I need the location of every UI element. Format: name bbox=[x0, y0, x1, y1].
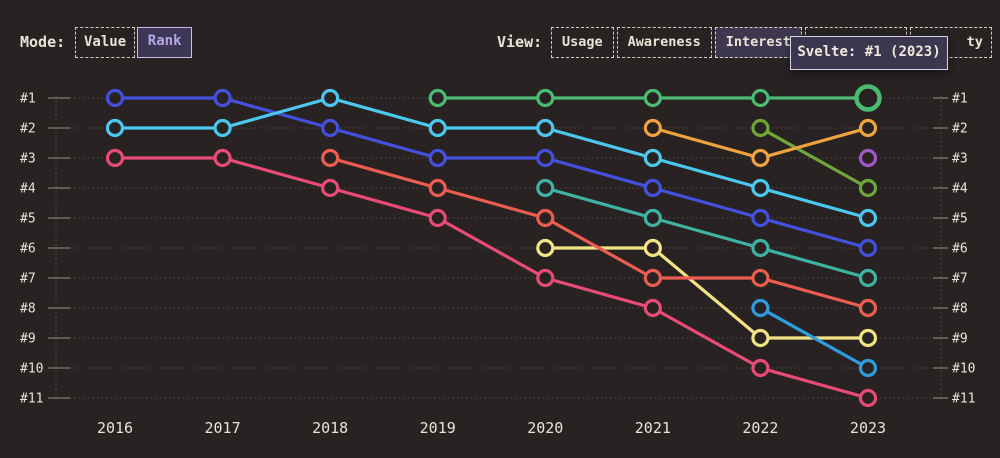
right-rank-label-9: #9 bbox=[952, 332, 968, 347]
right-rank-label-1: #1 bbox=[952, 92, 968, 107]
mode-rank-button[interactable]: Rank bbox=[137, 27, 193, 58]
year-label-2018: 2018 bbox=[312, 419, 348, 437]
year-label-2021: 2021 bbox=[635, 419, 671, 437]
data-point-yellow-series-2020[interactable] bbox=[536, 238, 555, 258]
data-point-rose-series-2019[interactable] bbox=[428, 208, 447, 228]
mode-label: Mode: bbox=[20, 33, 66, 51]
right-rank-label-3: #3 bbox=[952, 152, 968, 167]
right-rank-label-6: #6 bbox=[952, 242, 968, 257]
left-rank-label-1: #1 bbox=[20, 92, 36, 107]
data-point-blue-series-2023[interactable] bbox=[858, 238, 878, 258]
data-point-cyan-series-2017[interactable] bbox=[213, 118, 232, 138]
data-point-cyan-series-2018[interactable] bbox=[321, 88, 340, 108]
data-point-svelte-2020[interactable] bbox=[536, 88, 555, 108]
left-rank-label-3: #3 bbox=[20, 152, 36, 167]
data-point-svelte-2021[interactable] bbox=[643, 88, 662, 108]
series-line-olive-series bbox=[758, 126, 870, 190]
data-point-olive-series-2022[interactable] bbox=[751, 118, 770, 138]
year-label-2022: 2022 bbox=[742, 419, 778, 437]
data-point-salmon-series-2023[interactable] bbox=[858, 298, 878, 318]
data-point-sky-series-2022[interactable] bbox=[751, 298, 770, 318]
left-rank-label-5: #5 bbox=[20, 212, 36, 227]
left-rank-label-11: #11 bbox=[20, 392, 43, 407]
right-rank-label-2: #2 bbox=[952, 122, 968, 137]
data-point-rose-series-2023[interactable] bbox=[858, 388, 878, 408]
tab-awareness[interactable]: Awareness bbox=[616, 27, 712, 58]
data-point-teal-series-2023[interactable] bbox=[858, 268, 878, 288]
data-point-salmon-series-2018[interactable] bbox=[321, 148, 340, 168]
data-point-blue-series-2019[interactable] bbox=[428, 148, 447, 168]
left-rank-label-9: #9 bbox=[20, 332, 36, 347]
right-rank-label-11: #11 bbox=[952, 392, 975, 407]
data-point-blue-series-2022[interactable] bbox=[751, 208, 770, 228]
data-point-orange-series-2021[interactable] bbox=[643, 118, 662, 138]
right-rank-label-4: #4 bbox=[952, 182, 968, 197]
data-point-orange-series-2022[interactable] bbox=[751, 148, 770, 168]
series-line-cyan-series bbox=[113, 96, 870, 220]
data-point-rose-series-2016[interactable] bbox=[105, 148, 125, 168]
left-rank-label-6: #6 bbox=[20, 242, 36, 257]
data-point-salmon-series-2019[interactable] bbox=[428, 178, 447, 198]
data-point-cyan-series-2016[interactable] bbox=[105, 118, 125, 138]
view-label: View: bbox=[497, 33, 543, 51]
data-point-salmon-series-2022[interactable] bbox=[751, 268, 770, 288]
mode-toggle: Value Rank bbox=[75, 27, 193, 58]
left-rank-label-10: #10 bbox=[20, 362, 43, 377]
year-label-2019: 2019 bbox=[420, 419, 456, 437]
data-point-orange-series-2023[interactable] bbox=[858, 118, 878, 138]
right-rank-label-5: #5 bbox=[952, 212, 968, 227]
data-point-teal-series-2022[interactable] bbox=[751, 238, 770, 258]
data-point-cyan-series-2020[interactable] bbox=[536, 118, 555, 138]
left-rank-label-7: #7 bbox=[20, 272, 36, 287]
right-rank-label-7: #7 bbox=[952, 272, 968, 287]
data-point-cyan-series-2022[interactable] bbox=[751, 178, 770, 198]
data-point-purple-series-2023[interactable] bbox=[858, 148, 878, 168]
data-point-blue-series-2017[interactable] bbox=[213, 88, 232, 108]
data-point-teal-series-2020[interactable] bbox=[536, 178, 555, 198]
data-point-rose-series-2018[interactable] bbox=[321, 178, 340, 198]
series-line-blue-series bbox=[113, 96, 870, 250]
data-point-rose-series-2020[interactable] bbox=[536, 268, 555, 288]
data-point-yellow-series-2021[interactable] bbox=[643, 238, 662, 258]
year-label-2023: 2023 bbox=[850, 419, 886, 437]
data-point-salmon-series-2020[interactable] bbox=[536, 208, 555, 228]
series-line-rose-series bbox=[113, 156, 870, 400]
data-point-cyan-series-2021[interactable] bbox=[643, 148, 662, 168]
data-point-yellow-series-2023[interactable] bbox=[858, 328, 878, 348]
series-line-salmon-series bbox=[328, 156, 870, 310]
data-point-rose-series-2021[interactable] bbox=[643, 298, 662, 318]
series-line-teal-series bbox=[543, 186, 870, 280]
left-rank-label-4: #4 bbox=[20, 182, 36, 197]
right-rank-label-8: #8 bbox=[952, 302, 968, 317]
data-point-olive-series-2023[interactable] bbox=[858, 178, 878, 198]
left-rank-label-2: #2 bbox=[20, 122, 36, 137]
right-rank-label-10: #10 bbox=[952, 362, 975, 377]
data-point-svelte-2019[interactable] bbox=[428, 88, 447, 108]
data-point-cyan-series-2023[interactable] bbox=[858, 208, 878, 228]
hover-tooltip: Svelte: #1 (2023) bbox=[790, 36, 948, 70]
series-line-sky-series bbox=[758, 306, 870, 370]
tab-usage[interactable]: Usage bbox=[551, 27, 614, 58]
year-label-2020: 2020 bbox=[527, 419, 563, 437]
mode-value-button[interactable]: Value bbox=[75, 27, 136, 58]
data-point-rose-series-2017[interactable] bbox=[213, 148, 232, 168]
data-point-salmon-series-2021[interactable] bbox=[643, 268, 662, 288]
data-point-blue-series-2020[interactable] bbox=[536, 148, 555, 168]
left-rank-label-8: #8 bbox=[20, 302, 36, 317]
data-point-sky-series-2023[interactable] bbox=[858, 358, 878, 378]
data-point-svelte-2022[interactable] bbox=[751, 88, 770, 108]
data-point-svelte-2023[interactable] bbox=[854, 84, 882, 112]
data-point-blue-series-2016[interactable] bbox=[105, 88, 125, 108]
data-point-blue-series-2018[interactable] bbox=[321, 118, 340, 138]
data-point-yellow-series-2022[interactable] bbox=[751, 328, 770, 348]
data-point-blue-series-2021[interactable] bbox=[643, 178, 662, 198]
tab-interest[interactable]: Interest bbox=[714, 27, 802, 58]
year-label-2017: 2017 bbox=[205, 419, 241, 437]
data-point-rose-series-2022[interactable] bbox=[751, 358, 770, 378]
data-point-cyan-series-2019[interactable] bbox=[428, 118, 447, 138]
year-label-2016: 2016 bbox=[97, 419, 133, 437]
data-point-teal-series-2021[interactable] bbox=[643, 208, 662, 228]
